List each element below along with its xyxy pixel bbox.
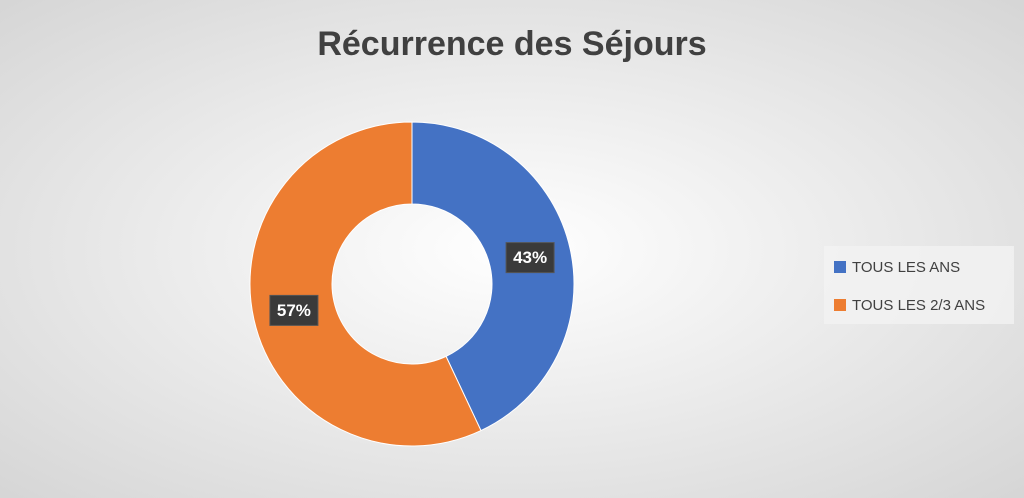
data-label-box <box>505 242 555 274</box>
chart-title: Récurrence des Séjours <box>317 25 706 63</box>
legend-swatch <box>834 261 846 273</box>
legend-label: TOUS LES 2/3 ANS <box>852 297 985 314</box>
data-label: 43% <box>513 248 547 267</box>
data-label: 57% <box>277 301 311 320</box>
legend-label: TOUS LES ANS <box>852 259 960 276</box>
legend-swatch <box>834 299 846 311</box>
donut-slice <box>411 121 575 432</box>
data-label-box <box>269 294 319 326</box>
donut-slice <box>249 121 482 447</box>
legend-box <box>824 246 1014 324</box>
